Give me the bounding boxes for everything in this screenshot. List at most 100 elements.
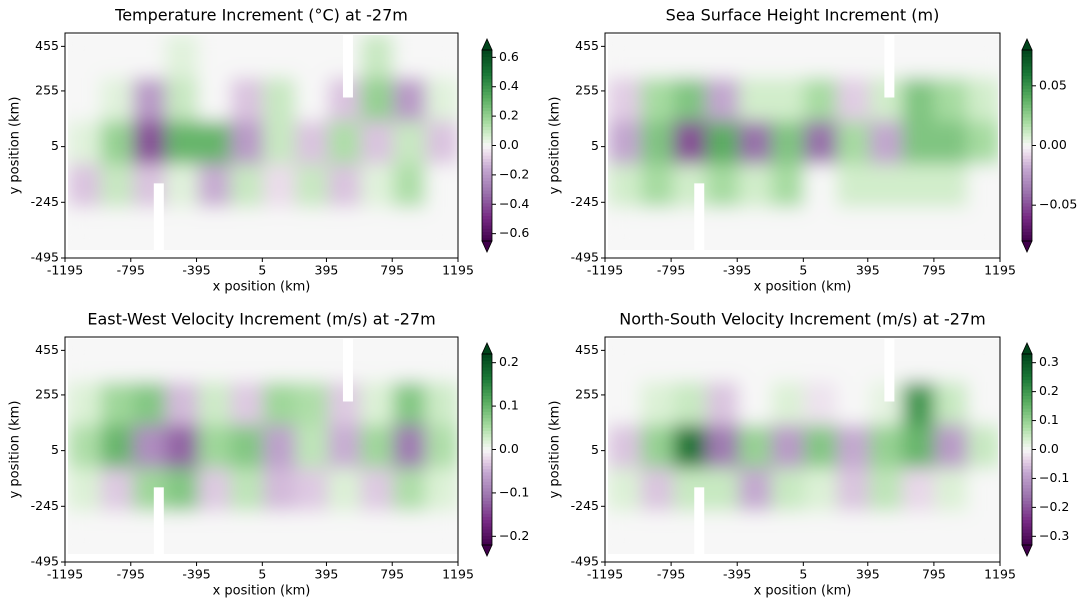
- colorbar-step: [482, 481, 492, 486]
- colorbar-step: [482, 234, 492, 239]
- colorbar-step: [482, 104, 492, 108]
- heat-cell: [100, 207, 134, 250]
- heat-cell: [133, 425, 166, 469]
- colorbar-step: [482, 142, 492, 147]
- heat-cell: [198, 339, 231, 383]
- colorbar-step: [1022, 215, 1032, 220]
- chart-title: North-South Velocity Increment (m/s) at …: [619, 310, 985, 329]
- y-tick-label: 5: [51, 442, 59, 457]
- heat-cell: [706, 511, 740, 554]
- heat-cell: [295, 78, 329, 122]
- heat-cell: [640, 511, 674, 554]
- heat-cell: [198, 78, 231, 122]
- x-tick-label: 1195: [442, 263, 474, 278]
- y-tick-label: 255: [575, 386, 599, 401]
- colorbar-step: [1022, 170, 1032, 175]
- x-axis-label: x position (km): [213, 584, 311, 599]
- heat-cell: [263, 78, 296, 122]
- field-blur: [608, 35, 998, 250]
- colorbar-step: [482, 430, 492, 435]
- colorbar-step: [482, 50, 492, 54]
- x-tick-label: 1195: [442, 567, 474, 582]
- colorbar-step: [1022, 395, 1032, 400]
- heat-cell: [967, 468, 998, 512]
- colorbar-step: [482, 535, 492, 540]
- heat-cell: [738, 382, 772, 426]
- x-tick-label: -1195: [47, 567, 83, 582]
- heat-cell: [902, 121, 936, 165]
- heat-cell: [804, 468, 838, 512]
- y-tick-label: 5: [591, 442, 599, 457]
- colorbar-step: [482, 360, 492, 365]
- colorbar-step: [1022, 62, 1032, 67]
- heat-cell: [869, 511, 903, 554]
- field: [68, 35, 458, 250]
- heat-cell: [133, 35, 166, 79]
- colorbar-step: [1022, 487, 1032, 492]
- y-tick-label: 255: [35, 82, 59, 97]
- colorbar-step: [482, 490, 492, 495]
- colorbar-tick-label: 0.00: [1039, 137, 1067, 152]
- y-tick-label: -495: [571, 250, 599, 265]
- heat-cell: [295, 207, 329, 250]
- colorbar-step: [482, 541, 492, 546]
- colorbar-step: [1022, 354, 1032, 358]
- heat-cell: [934, 121, 968, 165]
- colorbar-step: [482, 100, 492, 105]
- colorbar-step: [1022, 443, 1032, 447]
- heat-cell: [738, 511, 772, 554]
- heat-cell: [198, 511, 231, 554]
- colorbar-extend: [1021, 38, 1033, 51]
- colorbar-step: [1022, 436, 1032, 441]
- heat-cell: [230, 468, 264, 512]
- heat-cell: [230, 78, 264, 122]
- colorbar-step: [482, 532, 492, 537]
- colorbar-step: [1022, 417, 1032, 422]
- colorbar-step: [482, 414, 492, 419]
- heat-cell: [706, 468, 740, 512]
- field: [608, 35, 998, 250]
- mask: [694, 183, 705, 263]
- colorbar-step: [482, 459, 492, 463]
- colorbar-step: [1022, 459, 1032, 463]
- heat-cell: [836, 382, 870, 426]
- colorbar-step: [1022, 478, 1032, 482]
- colorbar-step: [1022, 446, 1032, 451]
- colorbar-step: [1022, 468, 1032, 473]
- colorbar-step: [482, 215, 492, 220]
- heat-cell: [263, 121, 296, 165]
- heat-cell: [934, 207, 968, 250]
- heat-cell: [295, 511, 329, 554]
- colorbar-tick-label: 0.05: [1039, 77, 1067, 92]
- colorbar-step: [1022, 199, 1032, 204]
- heat-cell: [328, 121, 361, 165]
- colorbar-step: [482, 525, 492, 530]
- colorbar-step: [1022, 193, 1032, 198]
- axes-frame: [604, 32, 1001, 259]
- heat-cell: [804, 121, 838, 165]
- colorbar-step: [482, 389, 492, 393]
- heat-cell: [706, 382, 740, 426]
- colorbar-step: [482, 209, 492, 213]
- colorbar-step: [482, 398, 492, 403]
- heat-cell: [967, 339, 998, 383]
- colorbar-step: [482, 161, 492, 166]
- heat-cell: [771, 468, 805, 512]
- y-tick-label: 5: [591, 138, 599, 153]
- colorbar-step: [482, 225, 492, 229]
- colorbar-step: [482, 379, 492, 384]
- heat-cell: [328, 511, 361, 554]
- y-tick-label: 255: [35, 386, 59, 401]
- colorbar-step: [1022, 148, 1032, 153]
- field: [608, 339, 998, 554]
- colorbar-step: [1022, 53, 1032, 57]
- heat-cell: [640, 35, 674, 79]
- heat-cell: [836, 78, 870, 122]
- colorbar-step: [1022, 452, 1032, 457]
- x-tick-label: 5: [799, 567, 807, 582]
- x-tick-label: -395: [182, 263, 210, 278]
- heat-cell: [934, 511, 968, 554]
- heat-cell: [263, 164, 296, 208]
- colorbar-step: [482, 433, 492, 438]
- colorbar-step: [1022, 538, 1032, 543]
